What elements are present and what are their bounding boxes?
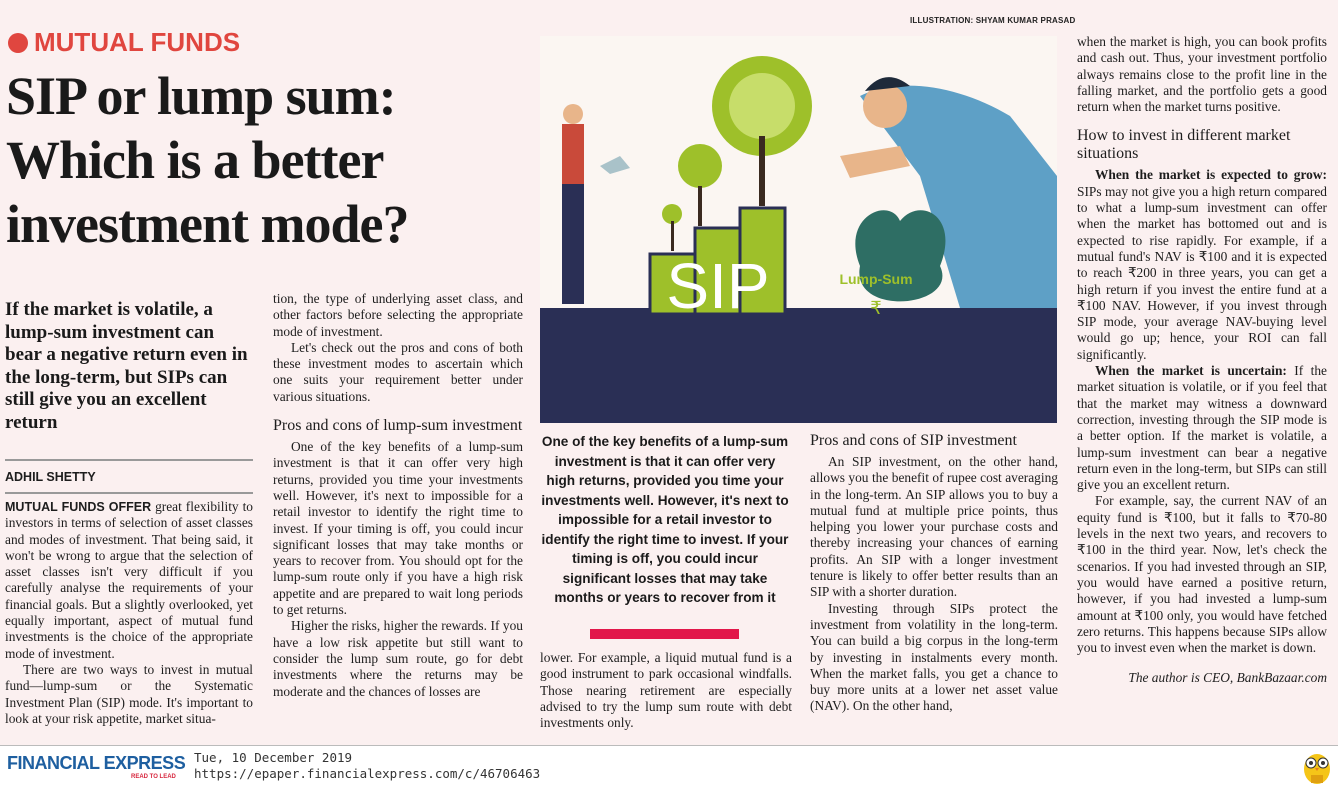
- bullet-dot-icon: [8, 32, 28, 53]
- deck: If the market is volatile, a lump-sum in…: [5, 299, 248, 433]
- column-5: when the market is high, you can book pr…: [1077, 34, 1327, 734]
- paragraph: when the market is high, you can book pr…: [1077, 34, 1327, 115]
- pull-quote-bar: [590, 629, 739, 639]
- sip-bars-text: SIP: [666, 250, 769, 322]
- paragraph: SIPs may not give you a high return comp…: [1077, 183, 1327, 362]
- ground: [540, 308, 1057, 423]
- illustration: SIP Lump-Sum ₹: [540, 36, 1057, 423]
- subhead: Pros and cons of SIP investment: [810, 432, 1017, 449]
- illustration-credit: ILLUSTRATION: SHYAM KUMAR PRASAD: [910, 16, 1076, 25]
- divider: [5, 492, 253, 494]
- column-1: MUTUAL FUNDS OFFER great flexibility to …: [5, 499, 253, 739]
- owl-mascot-icon[interactable]: [1302, 749, 1332, 785]
- subhead: Pros and cons of lump-sum investment: [273, 417, 523, 435]
- paragraph: One of the key benefits of a lump-sum in…: [273, 439, 523, 618]
- footer-info: Tue, 10 December 2019 https://epaper.fina…: [194, 750, 540, 782]
- pull-quote: One of the key benefits of a lump-sum in…: [541, 434, 789, 605]
- subhead: How to invest in different market situat…: [1077, 127, 1291, 163]
- page-url[interactable]: https://epaper.financialexpress.com/c/46…: [194, 766, 541, 781]
- issue-date: Tue, 10 December 2019: [194, 750, 353, 765]
- rupee-icon: ₹: [870, 298, 881, 319]
- paragraph: If the market situation is volatile, or …: [1077, 363, 1327, 493]
- headline: SIP or lump sum: Which is a better inves…: [6, 66, 409, 254]
- column-2: tion, the type of underlying asset class…: [273, 291, 523, 741]
- kicker-label: MUTUAL FUNDS: [34, 27, 241, 57]
- section-kicker: MUTUAL FUNDS: [8, 27, 240, 58]
- brand-tagline: READ TO LEAD: [131, 774, 176, 780]
- divider: [5, 459, 253, 461]
- lead-in: MUTUAL FUNDS OFFER: [5, 500, 152, 514]
- paragraph: There are two ways to invest in mutual f…: [5, 661, 253, 726]
- byline: ADHIL SHETTY: [5, 470, 96, 484]
- paragraph: great flexibility to investors in terms …: [5, 499, 253, 661]
- lump-sum-bag-text: Lump-Sum: [839, 271, 912, 287]
- author-note: The author is CEO, BankBazaar.com: [1128, 670, 1327, 686]
- paragraph: lower. For example, a liquid mutual fund…: [540, 650, 792, 731]
- paragraph: Investing through SIPs protect the inves…: [810, 600, 1058, 714]
- footer: FINANCIAL EXPRESS READ TO LEAD Tue, 10 D…: [0, 745, 1338, 786]
- paragraph: For example, say, the current NAV of an …: [1077, 493, 1327, 656]
- column-4: Pros and cons of SIP investment An SIP i…: [810, 420, 1058, 742]
- bold-lead: When the market is expected to grow:: [1095, 167, 1327, 183]
- brand-logo[interactable]: FINANCIAL EXPRESS: [7, 753, 186, 773]
- paragraph: tion, the type of underlying asset class…: [273, 291, 523, 339]
- bold-lead: When the market is uncertain:: [1095, 363, 1287, 379]
- column-3: lower. For example, a liquid mutual fund…: [540, 650, 792, 742]
- paragraph: Let's check out the pros and cons of bot…: [273, 339, 523, 404]
- paragraph: An SIP investment, on the other hand, al…: [810, 454, 1058, 600]
- paragraph: Higher the risks, higher the rewards. If…: [273, 618, 523, 699]
